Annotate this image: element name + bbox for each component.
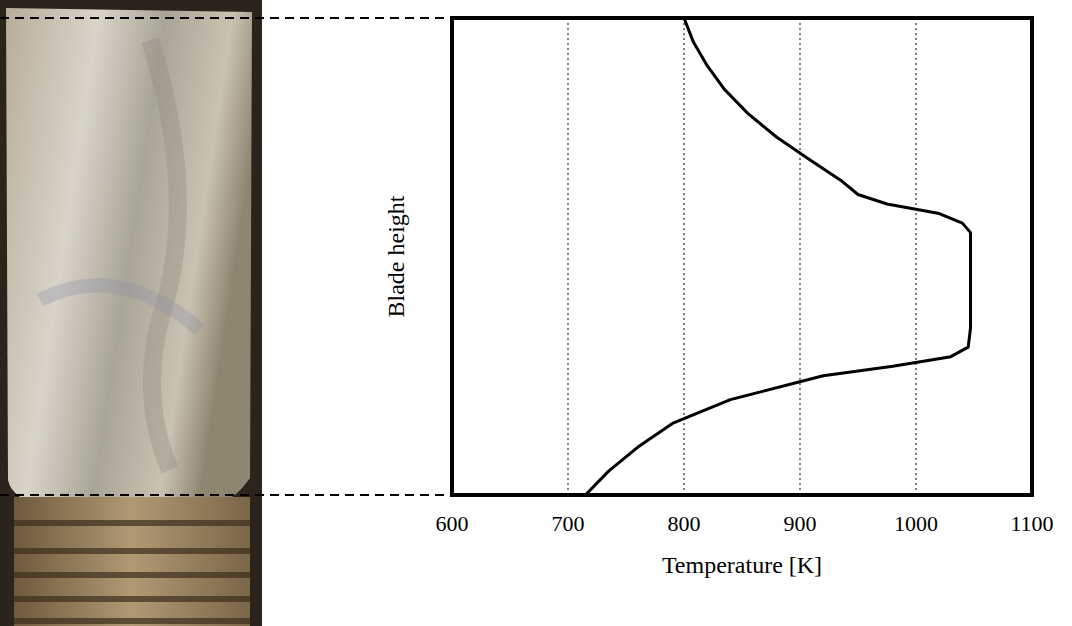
x-tick-label: 900 — [784, 511, 817, 536]
root-groove — [14, 548, 250, 554]
figure: 600 700 800 900 1000 1100 Temperature [K] Blade… — [0, 0, 1072, 626]
root-groove — [14, 520, 250, 526]
blade-tint — [40, 285, 200, 330]
plot-frame — [452, 18, 1032, 495]
x-tick-label: 1000 — [894, 511, 938, 536]
root-groove — [14, 572, 250, 578]
x-tick-label: 600 — [436, 511, 469, 536]
grid-line — [568, 18, 569, 495]
y-axis-title: Blade height — [383, 195, 409, 317]
blade-root — [14, 497, 250, 626]
connector-top — [0, 17, 452, 19]
root-groove — [14, 596, 250, 602]
blade-photo — [0, 0, 262, 626]
grid-line — [916, 18, 917, 495]
data-group — [585, 18, 970, 495]
grid — [568, 18, 916, 495]
grid-line — [684, 18, 685, 495]
x-tick-label: 700 — [552, 511, 585, 536]
x-axis-title: Temperature [K] — [662, 552, 822, 578]
grid-line — [800, 18, 801, 495]
temperature-curve — [585, 18, 970, 495]
connector-bottom — [0, 494, 452, 496]
photo-background — [0, 0, 262, 626]
root-groove — [14, 618, 250, 624]
x-tick-label: 1100 — [1010, 511, 1053, 536]
chart-svg: 600 700 800 900 1000 1100 Temperature [K] Blade… — [0, 0, 1072, 626]
airfoil — [6, 8, 252, 497]
x-tick-label: 800 — [668, 511, 701, 536]
blade-shading — [150, 40, 178, 470]
